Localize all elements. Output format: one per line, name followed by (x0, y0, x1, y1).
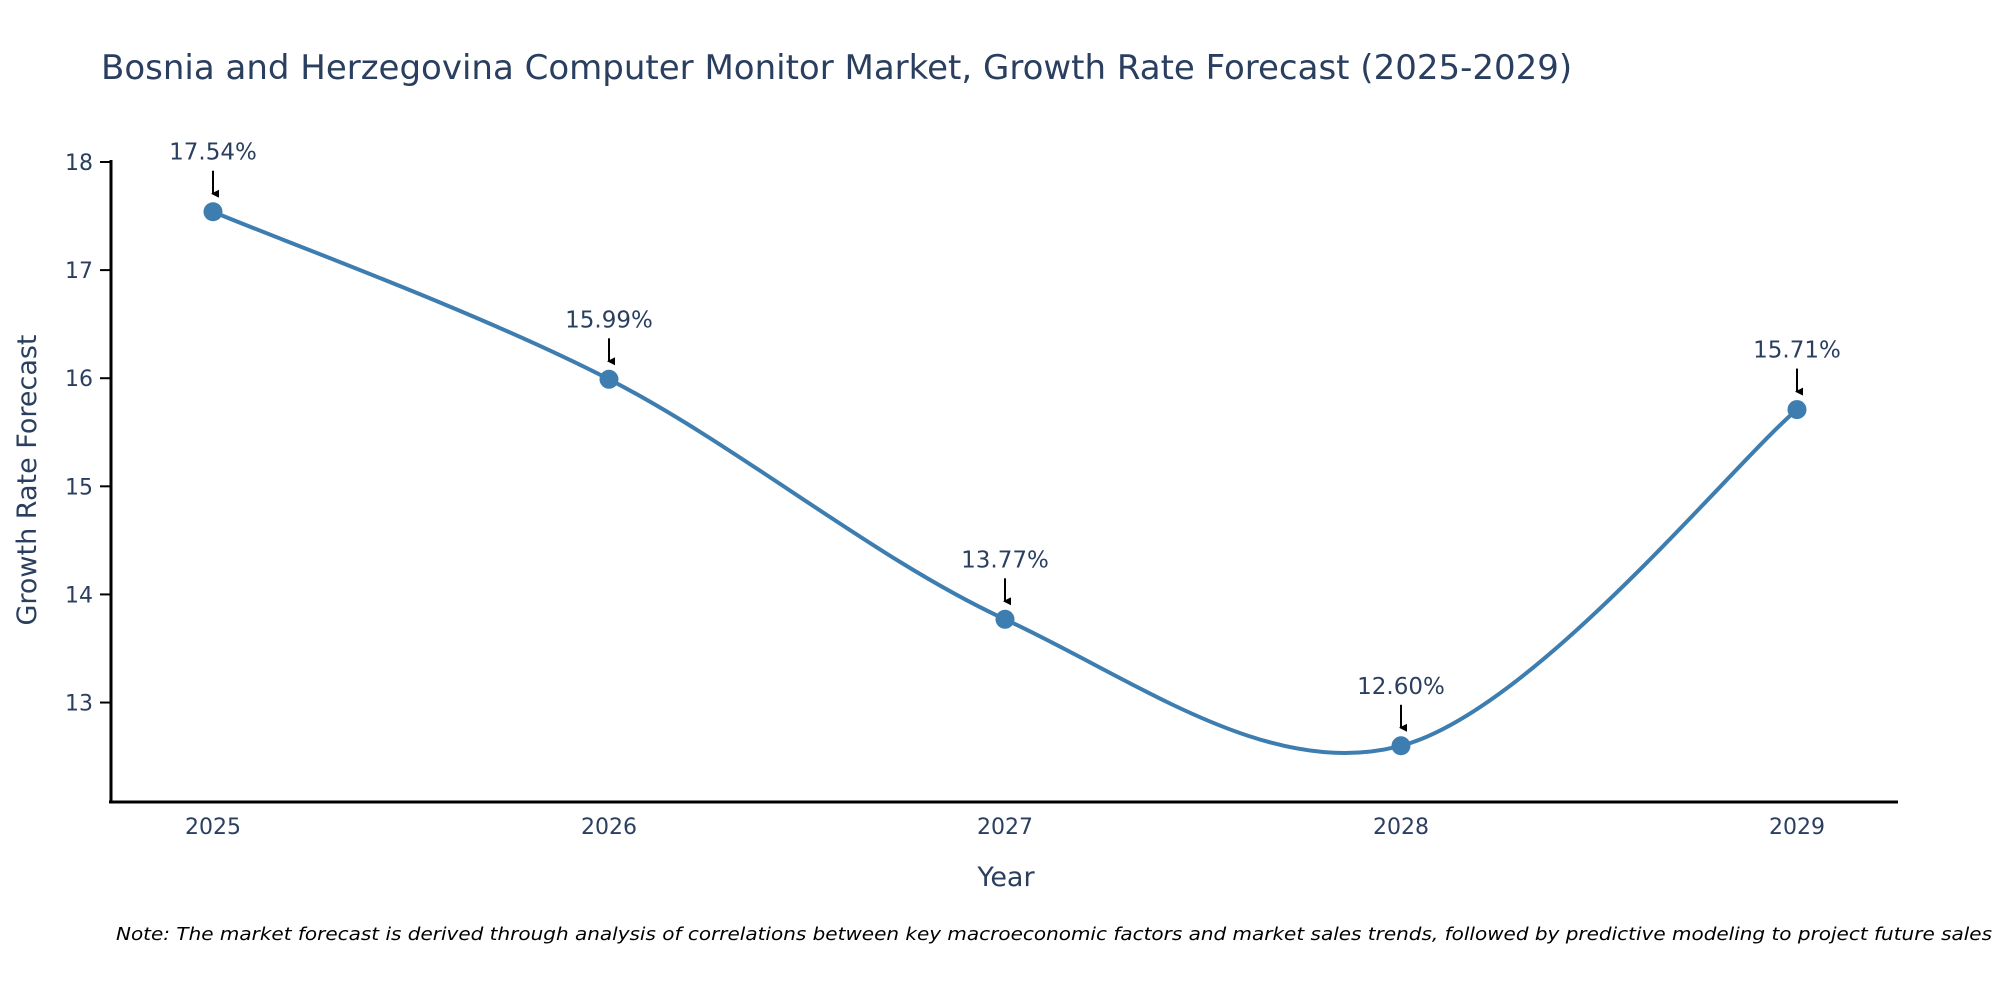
y-tick: 16 (65, 367, 111, 392)
chart-title: Bosnia and Herzegovina Computer Monitor … (101, 48, 1572, 88)
y-tick-label: 13 (65, 692, 93, 717)
data-point (1391, 736, 1411, 756)
data-annotation: 15.71% (1753, 338, 1841, 396)
data-labels: 17.54% 15.99% 13.77% 12.60% 15.71% (169, 140, 1841, 732)
y-tick: 18 (65, 151, 111, 176)
data-label: 15.99% (565, 307, 653, 333)
data-annotation: 12.60% (1357, 674, 1445, 732)
data-label: 15.71% (1753, 338, 1841, 364)
x-tick-label: 2026 (581, 815, 637, 840)
y-axis-ticks: 13 14 15 16 17 18 (65, 151, 111, 717)
x-tick-label: 2029 (1769, 815, 1825, 840)
data-annotation: 13.77% (961, 547, 1049, 606)
y-tick: 13 (65, 692, 111, 717)
x-axis-ticks: 2025 2026 2027 2028 2029 (185, 815, 1825, 840)
data-point (599, 369, 619, 389)
series-line-growth-rate (212, 209, 1799, 755)
y-tick-label: 14 (65, 583, 93, 608)
data-label: 12.60% (1357, 674, 1445, 700)
x-tick-label: 2025 (185, 815, 241, 840)
data-point (203, 202, 223, 222)
data-label: 13.77% (961, 547, 1049, 573)
data-point (1787, 400, 1807, 420)
axes (109, 160, 1898, 804)
data-annotation: 15.99% (565, 307, 653, 366)
y-axis-title: Growth Rate Forecast (12, 334, 43, 625)
data-points (203, 202, 1807, 756)
x-tick-label: 2028 (1373, 815, 1429, 840)
y-tick: 17 (65, 259, 111, 284)
y-tick-label: 16 (65, 367, 93, 392)
data-annotation: 17.54% (169, 140, 257, 198)
y-tick-label: 15 (65, 475, 93, 500)
y-tick-label: 18 (65, 151, 93, 176)
y-tick-label: 17 (65, 259, 93, 284)
x-axis-title: Year (976, 862, 1035, 893)
y-tick: 15 (65, 475, 111, 500)
data-label: 17.54% (169, 140, 257, 166)
footnote: Note: The market forecast is derived thr… (116, 924, 1992, 945)
x-tick-label: 2027 (977, 815, 1033, 840)
y-tick: 14 (65, 583, 111, 608)
data-point (995, 609, 1015, 629)
series-layer (212, 209, 1799, 755)
